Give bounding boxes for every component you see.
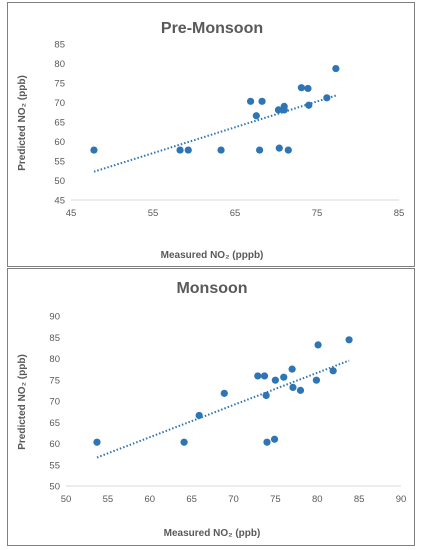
- data-point: [260, 372, 269, 380]
- scatter-chart-pre-monsoon: Pre-Monsoon Measured NO₂ (pppb) Predicte…: [17, 20, 404, 261]
- data-point: [296, 386, 305, 394]
- y-tick-label: 85: [49, 333, 60, 344]
- chart-panel-pre-monsoon: Pre-Monsoon Measured NO₂ (pppb) Predicte…: [7, 2, 415, 267]
- x-tick-label: 90: [396, 494, 407, 505]
- data-point: [305, 101, 313, 109]
- x-tick-label: 85: [394, 208, 405, 219]
- y-tick-label: 60: [49, 439, 60, 450]
- x-tick-label: 75: [312, 208, 323, 219]
- x-tick-label: 85: [354, 494, 365, 505]
- data-point: [263, 438, 271, 446]
- x-tick-label: 80: [312, 494, 323, 505]
- y-tick-label: 75: [49, 375, 60, 386]
- y-tick-label: 65: [49, 418, 60, 429]
- y-tick-label: 70: [54, 98, 65, 109]
- chart-title: Pre-Monsoon: [161, 20, 263, 37]
- y-axis-label: Predicted NO₂ (ppb): [17, 354, 28, 450]
- data-point: [275, 144, 283, 152]
- y-tick-label: 55: [49, 460, 60, 471]
- data-point: [246, 97, 255, 105]
- x-tick-label: 45: [66, 208, 77, 219]
- y-tick-label: 45: [54, 196, 65, 207]
- data-point: [297, 84, 306, 92]
- y-tick-label: 60: [54, 137, 65, 148]
- data-point: [280, 373, 288, 381]
- data-point: [270, 435, 279, 443]
- plot-area: 50 55 60 65 70 75 80 85 90 50 55 60 65 70 75 80 85 90: [49, 312, 406, 506]
- chart-title: Monsoon: [176, 280, 247, 297]
- data-point: [256, 146, 264, 154]
- y-tick-label: 75: [54, 79, 65, 90]
- y-axis-label: Predicted NO₂ (ppb): [17, 75, 28, 171]
- x-tick-label: 65: [230, 208, 241, 219]
- y-tick-label: 50: [54, 176, 65, 187]
- data-point: [254, 372, 262, 380]
- data-point: [329, 367, 337, 375]
- trendline: [96, 359, 350, 459]
- y-tick-label: 50: [49, 482, 60, 493]
- x-tick-label: 55: [148, 208, 159, 219]
- y-tick-label: 70: [49, 397, 60, 408]
- data-point: [289, 383, 297, 391]
- x-tick-label: 50: [61, 494, 72, 505]
- plot-area: 45 55 65 75 85 45 50 55 60 65 70 75 80 85: [54, 40, 404, 220]
- data-point: [314, 341, 322, 349]
- y-tick-label: 80: [54, 59, 65, 70]
- chart-panel-monsoon: Monsoon Measured NO₂ (ppb) Predicted NO₂…: [7, 268, 415, 546]
- y-tick-label: 80: [49, 354, 60, 365]
- x-tick-label: 55: [103, 494, 114, 505]
- data-point: [220, 389, 228, 397]
- x-tick-label: 75: [270, 494, 281, 505]
- data-point: [345, 336, 353, 344]
- x-tick-label: 65: [186, 494, 197, 505]
- x-axis-label: Measured NO₂ (pppb): [161, 250, 264, 261]
- data-point: [180, 438, 188, 446]
- y-tick-label: 55: [54, 157, 65, 168]
- data-point: [323, 94, 331, 102]
- x-tick-label: 70: [228, 494, 239, 505]
- x-axis-label: Measured NO₂ (ppb): [164, 528, 261, 539]
- data-point: [90, 146, 98, 154]
- data-point: [332, 64, 340, 73]
- data-point: [274, 106, 283, 114]
- data-point: [288, 365, 296, 373]
- data-point: [280, 102, 288, 110]
- data-point: [217, 146, 225, 154]
- scatter-chart-monsoon: Monsoon Measured NO₂ (ppb) Predicted NO₂…: [17, 280, 406, 539]
- data-point: [252, 112, 260, 120]
- data-point: [93, 438, 101, 446]
- data-point: [312, 376, 321, 384]
- y-tick-label: 65: [54, 118, 65, 129]
- data-point: [304, 84, 312, 93]
- trendline: [93, 94, 337, 173]
- data-point: [284, 146, 292, 154]
- y-tick-label: 90: [49, 312, 60, 323]
- data-point: [184, 146, 192, 154]
- data-point: [271, 376, 279, 384]
- data-point: [195, 411, 203, 420]
- data-point: [258, 97, 266, 105]
- data-point: [262, 391, 270, 400]
- data-point: [176, 146, 184, 154]
- x-tick-label: 60: [144, 494, 155, 505]
- y-tick-label: 85: [54, 40, 65, 51]
